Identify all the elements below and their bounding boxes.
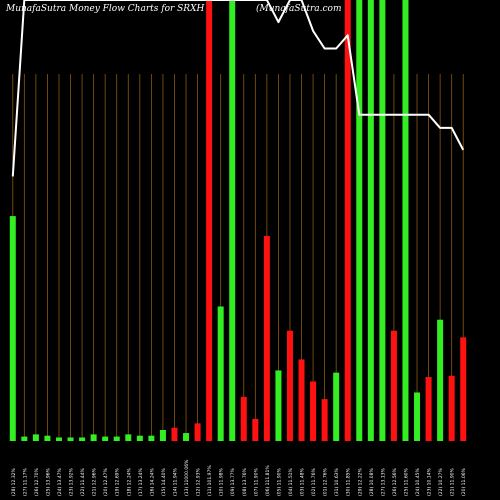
x-tick-label: (07) 11.90%	[253, 467, 259, 496]
bar-39	[448, 375, 455, 441]
bar-40	[460, 337, 467, 441]
bar-16	[183, 433, 190, 441]
bar-19	[217, 306, 224, 441]
bar-28	[321, 399, 328, 441]
bar-11	[125, 434, 132, 441]
bar-32	[367, 0, 374, 441]
bar-25	[286, 330, 293, 441]
price-line	[11, 0, 465, 177]
x-tick-label: (13) 11000.06%	[184, 459, 190, 496]
bar-24	[275, 370, 282, 441]
bar-26	[298, 359, 305, 441]
x-tick-label: (24) 13.47%	[57, 467, 63, 496]
x-tick-label: (22) 11.44%	[80, 467, 86, 496]
bar-6	[67, 437, 74, 441]
x-axis-labels: (28) 12.32% (27) 11.17% (26) 12.70% (25) 13…	[11, 459, 467, 496]
x-tick-label: (21) 11.90%	[450, 467, 456, 496]
bar-29	[333, 372, 340, 441]
bar-21	[240, 396, 247, 441]
x-tick-label: (31) 10.63%	[334, 467, 340, 496]
x-tick-label: (04) 11.51%	[288, 467, 294, 496]
x-tick-label: (02) 11.76%	[311, 467, 317, 496]
bar-1	[9, 216, 16, 441]
x-tick-label: (10) 11.98%	[219, 467, 225, 496]
bar-2	[21, 436, 28, 441]
bar-34	[390, 330, 397, 441]
chart-title: MunafaSutra Money Flow Charts for SRXH	[6, 4, 205, 14]
bar-37	[425, 377, 432, 441]
bar-4	[44, 435, 51, 441]
bar-30	[344, 0, 351, 441]
bar-23	[263, 235, 270, 441]
x-tick-label: (20) 12.47%	[103, 467, 109, 496]
x-tick-label: (19) 12.69%	[115, 467, 121, 496]
bar-9	[102, 436, 109, 441]
x-tick-label: (21) 12.96%	[92, 467, 98, 496]
bar-20	[229, 0, 236, 441]
x-tick-label: (15) 14.40%	[161, 467, 167, 496]
x-tick-label: (29) 12.22%	[357, 467, 363, 496]
x-tick-label: (03) 11.48%	[300, 467, 306, 496]
price-line-layer	[11, 0, 465, 177]
bar-35	[402, 0, 409, 441]
x-tick-label: (08) 13.76%	[242, 467, 248, 496]
bar-27	[310, 381, 317, 441]
bars	[9, 0, 467, 441]
x-tick-label: (28) 12.32%	[11, 467, 17, 496]
x-tick-label: (09) 13.77%	[230, 467, 236, 496]
x-tick-label: (25) 13.96%	[45, 467, 51, 496]
x-tick-label: (05) 11.90%	[276, 467, 282, 496]
bar-36	[414, 392, 421, 441]
x-tick-label: (01) 12.76%	[323, 467, 329, 496]
x-tick-label: (28) 10.08%	[369, 467, 375, 496]
x-tick-label: (18) 12.24%	[126, 467, 132, 496]
bar-22	[252, 418, 259, 441]
x-tick-label: (23) 10.14%	[427, 467, 433, 496]
x-tick-label: (16) 14.24%	[149, 467, 155, 496]
x-tick-label: (27) 13.13%	[380, 467, 386, 496]
x-tick-label: (17) 13.24%	[138, 467, 144, 496]
x-tick-label: (24) 10.45%	[415, 467, 421, 496]
x-tick-label: (26) 12.56%	[392, 467, 398, 496]
bar-18	[206, 0, 213, 441]
x-tick-label: (23) 13.92%	[69, 467, 75, 496]
x-tick-label: (12) 12.93%	[196, 467, 202, 496]
bar-17	[194, 423, 201, 441]
x-tick-label: (25) 11.60%	[403, 467, 409, 496]
x-tick-label: (06) 111.81%	[265, 465, 271, 496]
bar-10	[113, 436, 120, 441]
bar-14	[159, 429, 166, 441]
bar-5	[55, 437, 62, 441]
x-tick-label: (27) 11.17%	[22, 467, 28, 496]
x-tick-label: (20) 11.06%	[461, 467, 467, 496]
x-tick-label: (14) 11.94%	[172, 467, 178, 496]
bar-31	[356, 0, 363, 441]
x-tick-label: (22) 10.27%	[438, 467, 444, 496]
bar-12	[136, 435, 143, 441]
site-name: (MunafaSutra.com	[256, 4, 342, 14]
bar-38	[437, 319, 444, 441]
bar-3	[32, 434, 39, 441]
bar-8	[90, 434, 97, 441]
x-tick-label: (30) 11.85%	[346, 467, 352, 496]
bar-33	[379, 0, 386, 441]
bar-7	[79, 437, 86, 441]
bar-13	[148, 435, 155, 441]
x-tick-label: (11) 101.97%	[207, 465, 213, 496]
x-tick-label: (26) 12.70%	[34, 467, 40, 496]
bar-15	[171, 427, 178, 441]
